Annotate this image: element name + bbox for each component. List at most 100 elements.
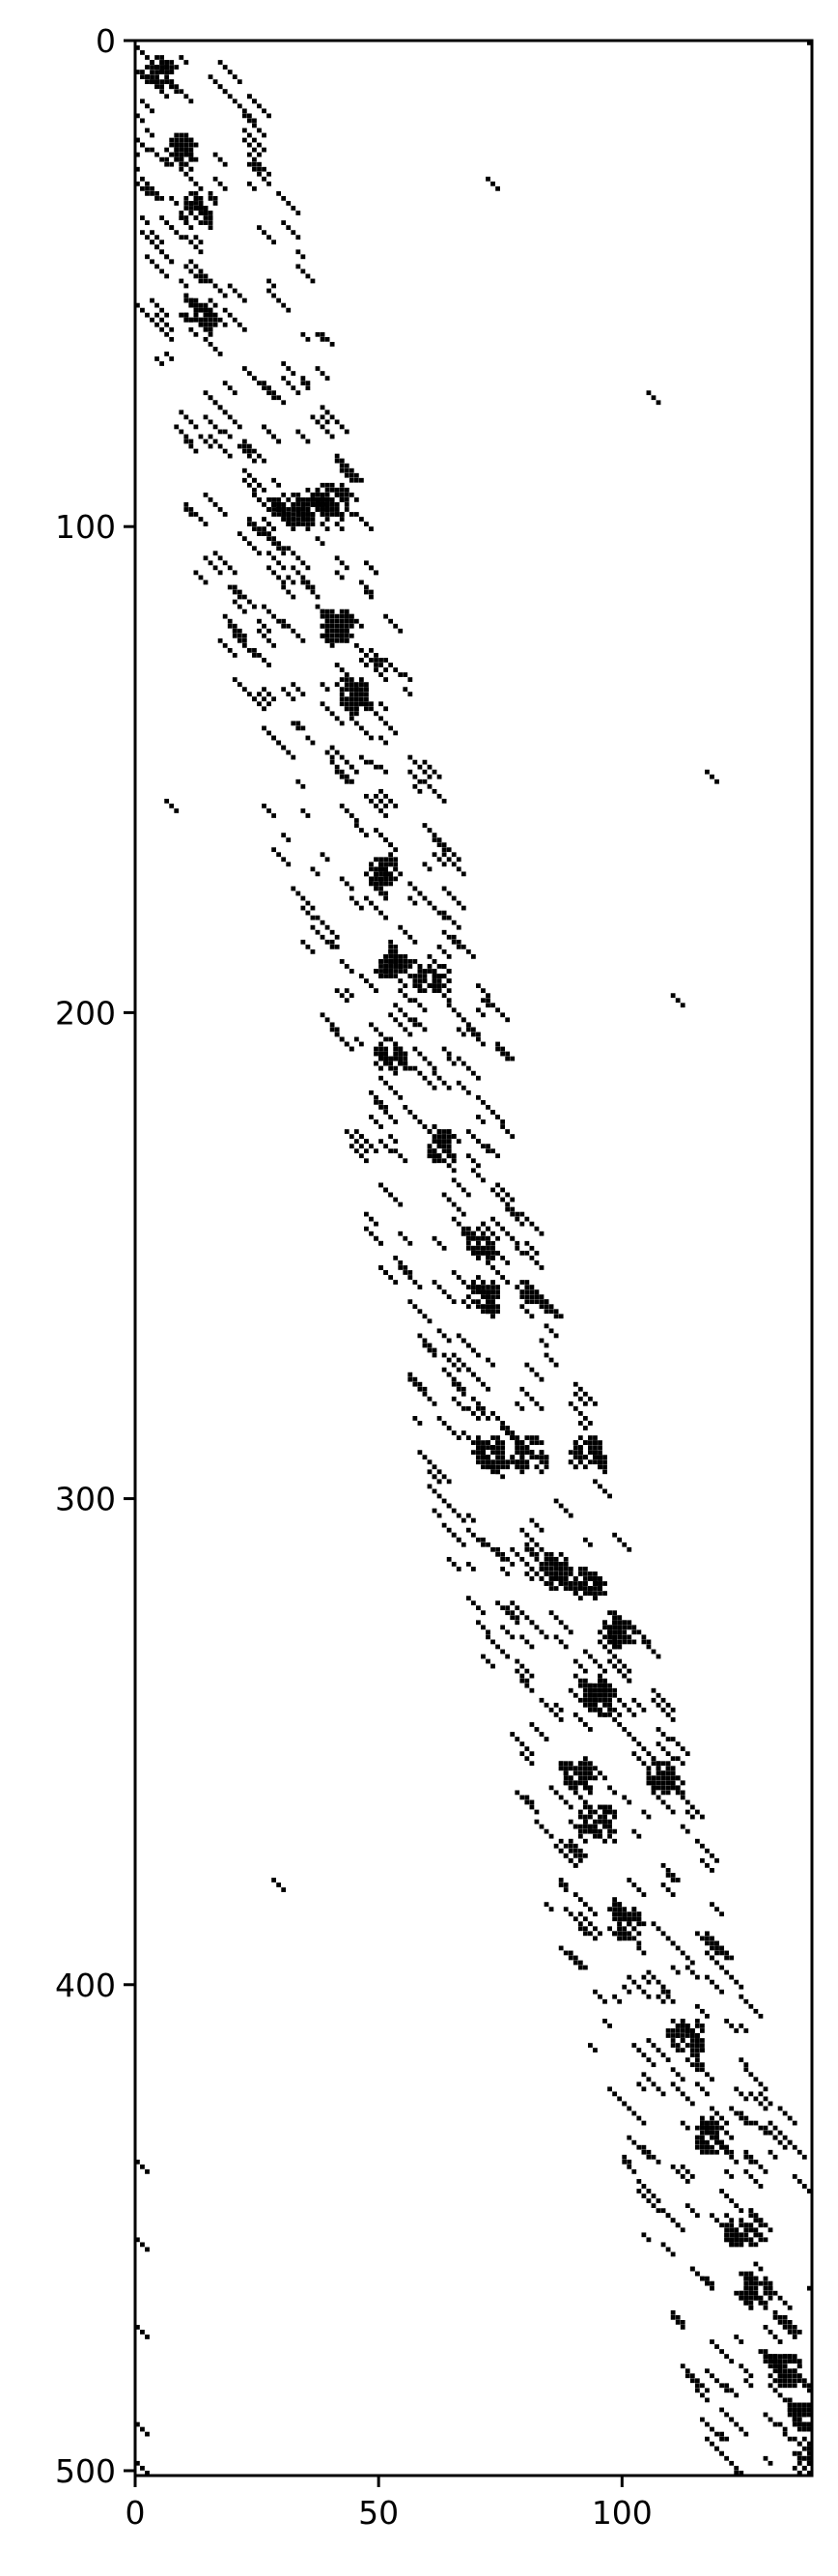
nonzero-cell-1228 (456, 1333, 461, 1339)
nonzero-cell-3856 (714, 2139, 719, 2145)
nonzero-cell-604 (334, 663, 340, 667)
nonzero-cell-2185 (806, 2388, 812, 2393)
nonzero-cell-1527 (651, 1649, 656, 1655)
nonzero-cell-1192 (529, 1289, 535, 1294)
nonzero-cell-4020 (768, 2364, 773, 2369)
nonzero-cell-300 (315, 419, 321, 425)
nonzero-cell-161 (159, 269, 165, 274)
nonzero-cell-1783 (622, 1926, 628, 1932)
nonzero-cell-1504 (510, 1634, 516, 1640)
nonzero-cell-679 (329, 754, 335, 760)
nonzero-cell-2702 (364, 692, 369, 697)
nonzero-cell-2542 (329, 512, 335, 517)
nonzero-cell-1104 (369, 1216, 374, 1222)
nonzero-cell-1859 (710, 1979, 714, 1985)
nonzero-cell-957 (495, 1041, 500, 1047)
nonzero-cell-1069 (470, 1168, 476, 1174)
nonzero-cell-294 (320, 414, 325, 420)
nonzero-cell-2110 (806, 2285, 812, 2291)
nonzero-cell-1692 (694, 1809, 700, 1815)
nonzero-cell-2883 (427, 969, 433, 974)
nonzero-cell-2150 (763, 2349, 768, 2354)
nonzero-cell-3514 (598, 1687, 602, 1693)
nonzero-cell-3782 (700, 2028, 705, 2033)
nonzero-cell-864 (427, 954, 433, 959)
nonzero-cell-2644 (334, 613, 340, 619)
nonzero-cell-4065 (806, 2421, 812, 2427)
nonzero-cell-1582 (656, 1692, 661, 1698)
nonzero-cell-1621 (660, 1732, 666, 1737)
nonzero-cell-3549 (563, 1780, 569, 1786)
nonzero-cell-3879 (724, 2237, 730, 2243)
nonzero-cell-3832 (714, 2125, 719, 2131)
nonzero-cell-1950 (763, 2096, 768, 2102)
nonzero-cell-370 (305, 487, 311, 493)
nonzero-cell-1680 (665, 1804, 671, 1810)
nonzero-cell-3403 (573, 1576, 578, 1581)
nonzero-cell-2087 (641, 2232, 647, 2238)
nonzero-cell-1626 (510, 1732, 516, 1737)
nonzero-cell-1709 (684, 1828, 690, 1834)
nonzero-cell-1591 (539, 1697, 545, 1703)
nonzero-cell-1326 (436, 1416, 442, 1421)
nonzero-cell-1662 (573, 1785, 578, 1791)
x-tick-label: 100 (592, 2494, 653, 2532)
nonzero-cell-3794 (684, 2024, 690, 2028)
nonzero-cell-1891 (646, 2038, 652, 2043)
nonzero-cell-3811 (700, 2120, 705, 2126)
nonzero-cell-799 (383, 895, 388, 901)
nonzero-cell-2943 (374, 1061, 378, 1066)
nonzero-cell-2671 (344, 628, 349, 634)
nonzero-cell-128 (257, 225, 262, 230)
nonzero-cell-2697 (349, 706, 354, 712)
nonzero-cell-1205 (544, 1304, 549, 1310)
nonzero-cell-667 (310, 740, 316, 746)
nonzero-cell-3913 (724, 2222, 730, 2228)
nonzero-cell-625 (407, 692, 413, 697)
nonzero-cell-1743 (660, 1862, 666, 1868)
nonzero-cell-1244 (432, 1352, 437, 1358)
nonzero-cell-3376 (598, 1591, 602, 1596)
nonzero-cell-4073 (796, 2412, 802, 2418)
nonzero-cell-1220 (524, 1309, 530, 1315)
nonzero-cell-2048 (646, 2189, 652, 2194)
nonzero-cell-2601 (315, 507, 321, 512)
nonzero-cell-1639 (636, 1741, 642, 1746)
nonzero-cell-917 (476, 1007, 481, 1013)
nonzero-cell-199 (183, 293, 189, 298)
nonzero-cell-319 (300, 434, 306, 439)
nonzero-cell-393 (252, 492, 257, 497)
nonzero-cell-1428 (529, 1551, 535, 1557)
nonzero-cell-1554 (515, 1668, 520, 1674)
nonzero-cell-2921 (374, 1051, 378, 1057)
nonzero-cell-3881 (724, 2227, 730, 2233)
nonzero-cell-275 (217, 405, 223, 410)
nonzero-cell-1820 (724, 1950, 730, 1956)
nonzero-cell-2624 (344, 487, 349, 493)
nonzero-cell-562 (257, 618, 262, 624)
nonzero-cell-2617 (320, 492, 325, 497)
nonzero-cell-1574 (577, 1683, 583, 1688)
nonzero-cell-2525 (295, 512, 301, 517)
nonzero-cell-2728 (353, 692, 359, 697)
nonzero-cell-3683 (588, 1828, 593, 1834)
nonzero-cell-1376 (607, 1493, 612, 1499)
nonzero-cell-3964 (748, 2280, 754, 2286)
nonzero-cell-3997 (768, 2354, 773, 2359)
nonzero-cell-4004 (796, 2359, 802, 2364)
nonzero-cell-1275 (417, 1381, 423, 1387)
nonzero-cell-1966 (714, 2110, 719, 2116)
nonzero-cell-2639 (329, 633, 335, 638)
nonzero-cell-1108 (529, 1221, 535, 1227)
nonzero-cell-1652 (588, 1761, 593, 1767)
nonzero-cell-80 (212, 152, 218, 157)
nonzero-cell-1208 (519, 1294, 525, 1300)
nonzero-cell-1615 (617, 1722, 623, 1727)
nonzero-cell-1742 (710, 1868, 714, 1873)
nonzero-cell-3503 (582, 1683, 588, 1688)
nonzero-cell-2670 (324, 628, 330, 634)
nonzero-cell-1618 (539, 1732, 545, 1737)
nonzero-cell-38 (246, 94, 252, 99)
nonzero-cell-3223 (510, 1455, 516, 1460)
nonzero-cell-2725 (334, 682, 340, 687)
